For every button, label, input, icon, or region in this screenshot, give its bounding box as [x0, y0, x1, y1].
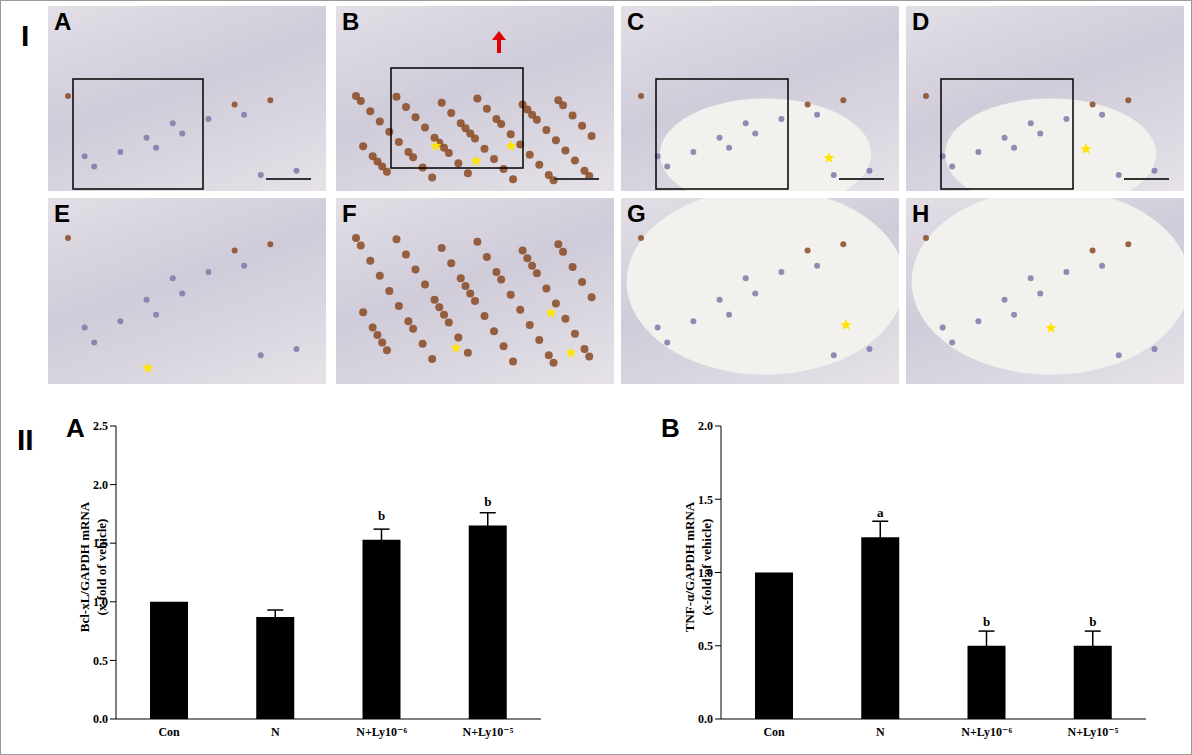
- svg-text:2.0: 2.0: [93, 478, 108, 492]
- svg-text:2.5: 2.5: [93, 419, 108, 433]
- svg-text:1.5: 1.5: [698, 493, 713, 507]
- html-text:A: A: [54, 8, 72, 35]
- svg-text:N+Ly10⁻⁵: N+Ly10⁻⁵: [462, 725, 513, 739]
- svg-text:b: b: [983, 614, 990, 629]
- svg-text:b: b: [1089, 614, 1096, 629]
- html-text:II: II: [17, 423, 34, 456]
- svg-text:b: b: [378, 508, 385, 523]
- html-text:(x-fold of vehicle): (x-fold of vehicle): [94, 518, 109, 616]
- html-text:H: H: [912, 200, 930, 227]
- svg-text:a: a: [877, 505, 884, 520]
- html-text:G: G: [627, 200, 646, 227]
- svg-text:N+Ly10⁻⁵: N+Ly10⁻⁵: [1067, 725, 1118, 739]
- html-text:I: I: [21, 19, 30, 52]
- html-text:TNF-α/GAPDH mRNA: TNF-α/GAPDH mRNA: [682, 501, 697, 633]
- svg-text:0.0: 0.0: [698, 712, 713, 726]
- svg-text:Con: Con: [158, 725, 180, 739]
- html-text:A: A: [66, 413, 85, 443]
- html-text:F: F: [342, 200, 357, 227]
- svg-text:Con: Con: [763, 725, 785, 739]
- svg-text:0.0: 0.0: [93, 712, 108, 726]
- svg-text:0.5: 0.5: [93, 654, 108, 668]
- svg-text:N+Ly10⁻⁶: N+Ly10⁻⁶: [356, 725, 407, 739]
- html-text:D: D: [912, 8, 930, 35]
- svg-text:2.0: 2.0: [698, 419, 713, 433]
- html-text:E: E: [54, 200, 70, 227]
- svg-text:N: N: [271, 725, 280, 739]
- svg-text:N: N: [876, 725, 885, 739]
- html-text:(x-fold of vehicle): (x-fold of vehicle): [699, 518, 714, 616]
- html-text:Bcl-xL/GAPDH mRNA: Bcl-xL/GAPDH mRNA: [77, 501, 92, 633]
- html-text:B: B: [342, 8, 360, 35]
- html-text:C: C: [627, 8, 645, 35]
- svg-text:N+Ly10⁻⁶: N+Ly10⁻⁶: [961, 725, 1012, 739]
- svg-text:0.5: 0.5: [698, 639, 713, 653]
- svg-text:b: b: [484, 494, 491, 509]
- html-text:B: B: [661, 413, 680, 443]
